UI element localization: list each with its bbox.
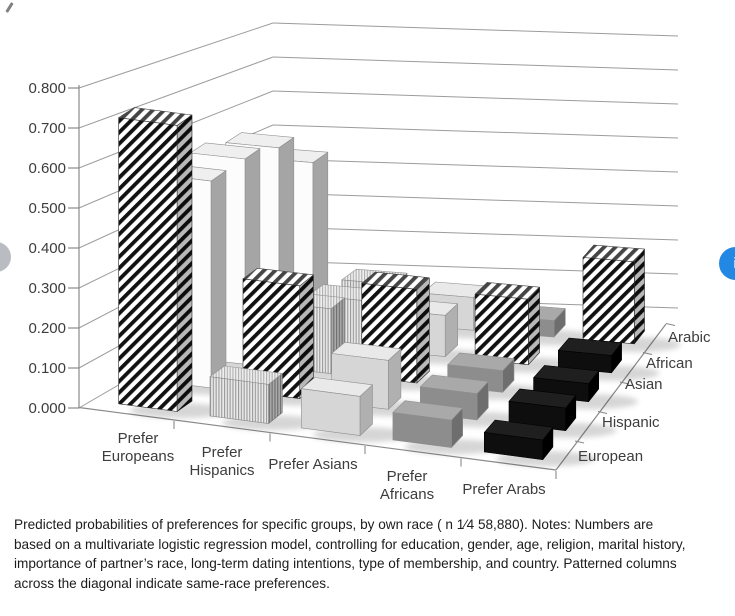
bar-front-face — [301, 388, 361, 436]
value-axis-tick-label: 0.100 — [28, 360, 66, 377]
bar-side-shade — [416, 277, 430, 383]
value-axis-tick-label: 0.500 — [28, 200, 66, 217]
gridline-leftwall — [78, 22, 274, 89]
gridline-backwall — [272, 124, 679, 139]
value-axis-tick-label: 0.000 — [28, 400, 66, 417]
caption-line: Predicted probabilities of preferences f… — [14, 517, 654, 532]
depth-axis-series-label: Arabic — [668, 329, 711, 346]
bar-side-shade — [634, 249, 645, 344]
bar-top-shade — [583, 245, 645, 262]
depth-axis-series-label: Hispanic — [602, 414, 660, 431]
value-axis-tick-label: 0.600 — [28, 160, 66, 177]
value-axis-tick-label: 0.200 — [28, 320, 66, 337]
depth-axis-tick — [642, 351, 653, 356]
gridline-leftwall — [78, 56, 274, 129]
bar-side-shade — [177, 115, 192, 412]
next-page-button[interactable]: i — [719, 247, 735, 280]
bar-front-face — [474, 293, 529, 366]
bar-top-shade — [118, 107, 192, 126]
info-icon: i — [733, 255, 735, 272]
bar-european-prefer-arabs — [483, 419, 596, 467]
gridline-backwall — [272, 22, 679, 37]
depth-axis-tick — [597, 410, 608, 415]
bar-side-shade — [268, 373, 283, 424]
bar-european-prefer-africans — [392, 400, 504, 455]
bar-hispanic-prefer-hispanics — [242, 267, 351, 406]
bar-side-face — [210, 170, 227, 389]
category-axis-label: Prefer — [118, 430, 159, 447]
bar-front-face — [118, 117, 178, 412]
depth-axis-series-label: African — [646, 355, 693, 372]
category-axis-label: Africans — [380, 486, 434, 503]
category-axis-label: Hispanics — [189, 462, 254, 479]
bar-top-shade — [243, 268, 314, 286]
bar-european-prefer-europeans — [118, 107, 230, 419]
figure-caption: Predicted probabilities of preferences f… — [14, 515, 728, 593]
category-axis-label: Prefer — [387, 468, 428, 485]
bar-front-face — [483, 432, 544, 461]
value-axis-tick-label: 0.700 — [28, 120, 66, 137]
depth-axis-series-label: Asian — [625, 376, 663, 393]
depth-axis-tick — [574, 440, 585, 444]
gridline-backwall — [272, 158, 679, 173]
category-axis-label: Europeans — [102, 448, 175, 465]
category-axis-label: Prefer Arabs — [462, 481, 545, 498]
bar-top-shade — [210, 366, 283, 385]
gridline-backwall — [272, 192, 679, 207]
value-axis-tick-label: 0.300 — [28, 280, 66, 297]
category-axis-label: Prefer Asians — [268, 456, 357, 473]
bar-front-face — [209, 376, 269, 424]
category-axis-line — [78, 406, 557, 471]
value-axis-tick-label: 0.400 — [28, 240, 66, 257]
bar-top-shade — [475, 282, 540, 300]
gridline-backwall — [272, 90, 679, 105]
depth-axis-series-label: European — [578, 448, 643, 465]
gridline-backwall — [272, 226, 679, 241]
bar-side-shade — [528, 287, 540, 365]
gridline-backwall — [272, 56, 679, 71]
prev-page-button[interactable] — [0, 242, 11, 272]
bar-european-prefer-asians — [301, 377, 413, 443]
3d-bar-chart: 0.800 0.700 0.600 0.500 0.400 0.300 0.200 0.100… — [28, 22, 711, 503]
bar-front-face — [392, 412, 452, 448]
bar-front-face — [582, 257, 635, 345]
value-axis-tick-label: 0.800 — [28, 80, 66, 97]
bar-arabic-prefer-arabs — [582, 244, 681, 353]
chart-bars — [118, 107, 681, 467]
caption-line: importance of partner’s race, long-term … — [14, 556, 677, 572]
bar-european-prefer-hispanics — [209, 365, 322, 431]
depth-axis-tick — [619, 381, 630, 385]
bar-side-shade — [299, 274, 314, 399]
depth-axis-tick — [665, 322, 676, 327]
caption-line: across the diagonal indicate same-race p… — [14, 575, 330, 591]
chart-axis-labels: 0.800 0.700 0.600 0.500 0.400 0.300 0.200 0.100… — [28, 80, 711, 503]
category-axis-label: Prefer — [202, 444, 243, 461]
caption-line: based on a multivariate logistic regress… — [14, 536, 686, 552]
